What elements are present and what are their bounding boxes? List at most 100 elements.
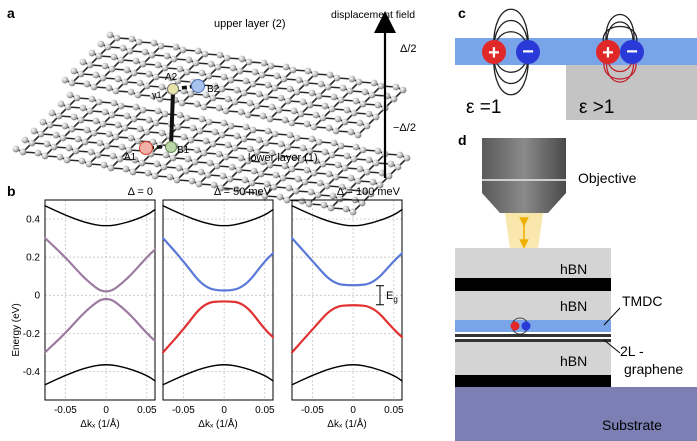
x-tick-label: 0.05	[255, 405, 275, 416]
carbon-atom	[341, 118, 349, 126]
carbon-atom	[154, 107, 162, 115]
carbon-atom	[229, 64, 237, 72]
band-line-conduction-high	[44, 205, 156, 227]
hbn-top-label: hBN	[560, 261, 587, 277]
carbon-atom	[110, 53, 118, 61]
carbon-atom	[109, 152, 117, 160]
carbon-atom	[211, 82, 219, 90]
black-gate-top	[455, 278, 611, 291]
epsilon-dielectric-label: ε >1	[579, 97, 614, 118]
carbon-atom	[131, 156, 139, 164]
carbon-atom	[149, 92, 157, 100]
carbon-atom	[266, 161, 274, 169]
carbon-atom	[97, 40, 105, 48]
carbon-atom	[113, 34, 121, 42]
carbon-atom	[343, 106, 351, 114]
carbon-atom	[211, 128, 219, 136]
carbon-atom	[350, 109, 358, 117]
carbon-atom	[390, 95, 398, 103]
carbon-atom	[315, 138, 323, 146]
carbon-atom	[145, 70, 153, 78]
carbon-atom	[307, 188, 315, 196]
carbon-atom	[363, 168, 371, 176]
band-line-valence-low	[291, 364, 403, 386]
carbon-atom	[121, 78, 129, 86]
c-minus-charge-dielectric	[620, 40, 644, 64]
carbon-atom	[167, 74, 175, 82]
carbon-atom	[342, 205, 350, 213]
objective-body	[482, 138, 566, 193]
carbon-atom	[315, 92, 323, 100]
carbon-atom	[303, 120, 311, 128]
carbon-atom	[197, 168, 205, 176]
band-chart-2: -0.05 0 0.05 Δ = 100 meV Δkₓ (1/Å) Eg	[290, 186, 404, 430]
carbon-atom	[220, 119, 228, 127]
carbon-atom	[90, 129, 98, 137]
graphene-line-2	[455, 339, 611, 342]
carbon-atom	[348, 75, 356, 83]
carbon-atom	[218, 131, 226, 139]
substrate-label: Substrate	[602, 417, 662, 433]
carbon-atom	[276, 193, 284, 201]
carbon-atom	[273, 72, 281, 80]
carbon-atom	[304, 67, 312, 75]
carbon-atom	[95, 52, 103, 60]
carbon-atom	[161, 110, 169, 118]
carbon-atom	[101, 108, 109, 116]
carbon-atom	[214, 63, 222, 71]
carbon-atom	[193, 146, 201, 154]
carbon-atom	[139, 60, 147, 68]
chart-grid	[163, 200, 273, 400]
carbon-atom	[254, 189, 262, 197]
carbon-atom	[238, 55, 246, 63]
carbon-atom	[363, 122, 371, 130]
carbon-atom	[314, 191, 322, 199]
carbon-atom	[237, 108, 245, 116]
carbon-atom	[156, 95, 164, 103]
carbon-atom	[114, 75, 122, 83]
carbon-atom	[319, 114, 327, 122]
c-plus-charge-vacuum	[482, 40, 506, 64]
carbon-atom	[200, 103, 208, 111]
lattice-bonds	[64, 34, 404, 136]
carbon-atom	[34, 149, 42, 157]
chart-frame	[44, 199, 156, 401]
band-line-valence-high	[43, 297, 157, 354]
carbon-atom	[143, 82, 151, 90]
carbon-atom	[192, 59, 200, 67]
carbon-atom	[110, 99, 118, 107]
carbon-atom	[228, 163, 236, 171]
objective-label: Objective	[578, 170, 637, 186]
chart-title: Δ = 0	[128, 186, 153, 198]
carbon-atom	[241, 176, 249, 184]
carbon-atom	[312, 111, 320, 119]
carbon-atom	[61, 76, 69, 84]
y-tick-label: -0.4	[23, 367, 41, 378]
carbon-atom	[125, 146, 133, 154]
carbon-atom	[187, 90, 195, 98]
carbon-atom	[267, 62, 275, 70]
carbon-atom	[195, 180, 203, 188]
band-line-valence-high	[161, 300, 275, 354]
carbon-atom	[96, 139, 104, 147]
carbon-atom	[325, 170, 333, 178]
carbon-atom	[198, 69, 206, 77]
atom-b1	[165, 141, 177, 153]
carbon-atom	[59, 134, 67, 142]
carbon-atom	[275, 106, 283, 114]
carbon-atom	[270, 183, 278, 191]
carbon-atom	[215, 104, 223, 112]
band-line-valence-low	[44, 364, 156, 386]
carbon-atom	[361, 88, 369, 96]
carbon-atom	[292, 187, 300, 195]
carbon-atom	[139, 106, 147, 114]
carbon-atom	[365, 110, 373, 118]
carbon-atom	[217, 184, 225, 192]
epsilon-vacuum-label: ε =1	[466, 97, 501, 118]
graphene-line-1	[455, 334, 611, 337]
carbon-atom	[138, 159, 146, 167]
carbon-atom	[191, 158, 199, 166]
carbon-atom	[365, 156, 373, 164]
carbon-atom	[68, 79, 76, 87]
carbon-atom	[277, 140, 285, 148]
